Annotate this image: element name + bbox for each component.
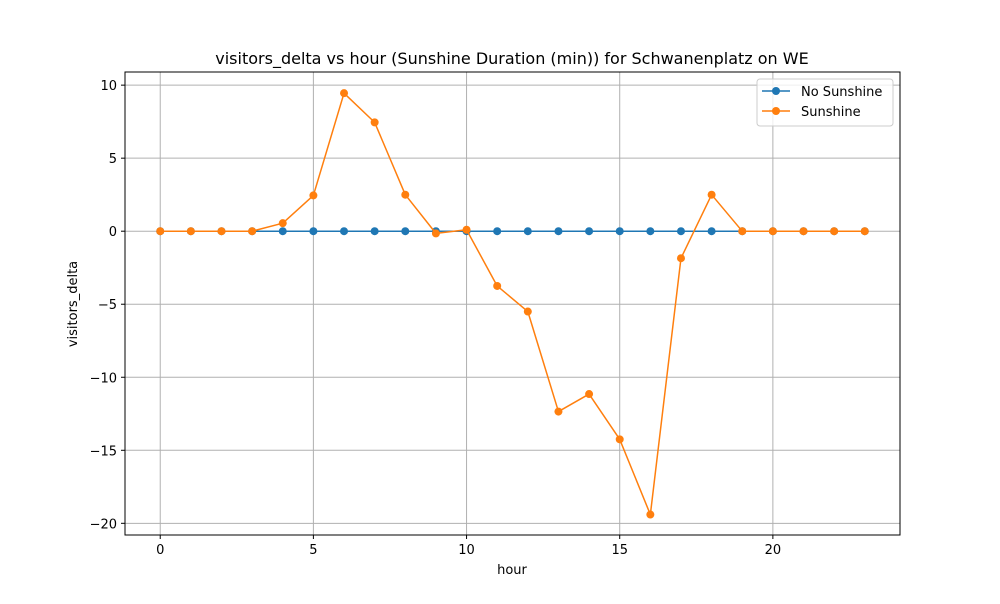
- data-point-sunshine: [278, 219, 287, 228]
- data-point-sunshine: [186, 227, 195, 236]
- y-tick-label: −5: [98, 298, 117, 313]
- x-tick-label: 5: [309, 543, 317, 558]
- x-tick-label: 10: [458, 543, 475, 558]
- y-tick-label: 10: [100, 79, 117, 94]
- data-point-no-sunshine: [615, 227, 624, 236]
- y-tick-label: −20: [90, 517, 117, 532]
- y-tick-label: 0: [109, 225, 117, 240]
- data-point-no-sunshine: [676, 227, 685, 236]
- data-point-sunshine: [156, 227, 165, 236]
- data-point-sunshine: [646, 510, 655, 519]
- chart-title: visitors_delta vs hour (Sunshine Duratio…: [215, 49, 808, 69]
- data-point-sunshine: [830, 227, 839, 236]
- data-point-no-sunshine: [707, 227, 716, 236]
- data-point-sunshine: [401, 190, 410, 199]
- data-point-no-sunshine: [585, 227, 594, 236]
- series-line-sunshine: [160, 92, 865, 516]
- data-point-no-sunshine: [554, 227, 563, 236]
- data-point-sunshine: [707, 190, 716, 199]
- data-point-sunshine: [462, 225, 471, 234]
- data-point-sunshine: [615, 435, 624, 444]
- data-point-sunshine: [493, 281, 502, 290]
- x-axis-label: hour: [497, 563, 527, 578]
- x-tick-label: 20: [765, 543, 782, 558]
- data-point-no-sunshine: [278, 227, 287, 236]
- data-point-sunshine: [431, 229, 440, 238]
- data-point-sunshine: [217, 227, 226, 236]
- data-point-sunshine: [248, 227, 257, 236]
- legend-box: [756, 78, 894, 127]
- data-point-sunshine: [554, 407, 563, 416]
- data-point-sunshine: [340, 89, 349, 98]
- legend: No Sunshine Sunshine: [756, 78, 894, 127]
- y-axis-ticks: 10 5 0 −5 −10 −15 −20: [90, 79, 125, 532]
- legend-no-sunshine-marker: [772, 87, 780, 95]
- data-point-no-sunshine: [401, 227, 410, 236]
- data-point-no-sunshine: [523, 227, 532, 236]
- data-point-sunshine: [738, 227, 747, 236]
- data-point-no-sunshine: [340, 227, 349, 236]
- data-point-sunshine: [768, 227, 777, 236]
- y-axis-label: visitors_delta: [66, 261, 81, 347]
- y-tick-label: −10: [90, 371, 117, 386]
- x-tick-label: 0: [156, 543, 164, 558]
- data-point-sunshine: [860, 227, 869, 236]
- data-point-no-sunshine: [370, 227, 379, 236]
- data-point-sunshine: [309, 191, 318, 200]
- data-point-no-sunshine: [309, 227, 318, 236]
- data-point-sunshine: [676, 254, 685, 263]
- data-point-no-sunshine: [646, 227, 655, 236]
- data-point-sunshine: [585, 390, 594, 399]
- x-axis-ticks: 0 5 10 15 20: [156, 535, 781, 558]
- x-tick-label: 15: [611, 543, 628, 558]
- data-point-sunshine: [370, 118, 379, 127]
- y-tick-label: −15: [90, 444, 117, 459]
- data-point-sunshine: [799, 227, 808, 236]
- plot-area-frame: [124, 71, 901, 536]
- series-layer: [156, 89, 869, 519]
- legend-sunshine-label: Sunshine: [801, 105, 861, 120]
- data-point-sunshine: [523, 307, 532, 316]
- y-tick-label: 5: [109, 152, 117, 167]
- data-point-no-sunshine: [493, 227, 502, 236]
- legend-sunshine-marker: [772, 107, 780, 115]
- legend-no-sunshine-label: No Sunshine: [801, 85, 882, 100]
